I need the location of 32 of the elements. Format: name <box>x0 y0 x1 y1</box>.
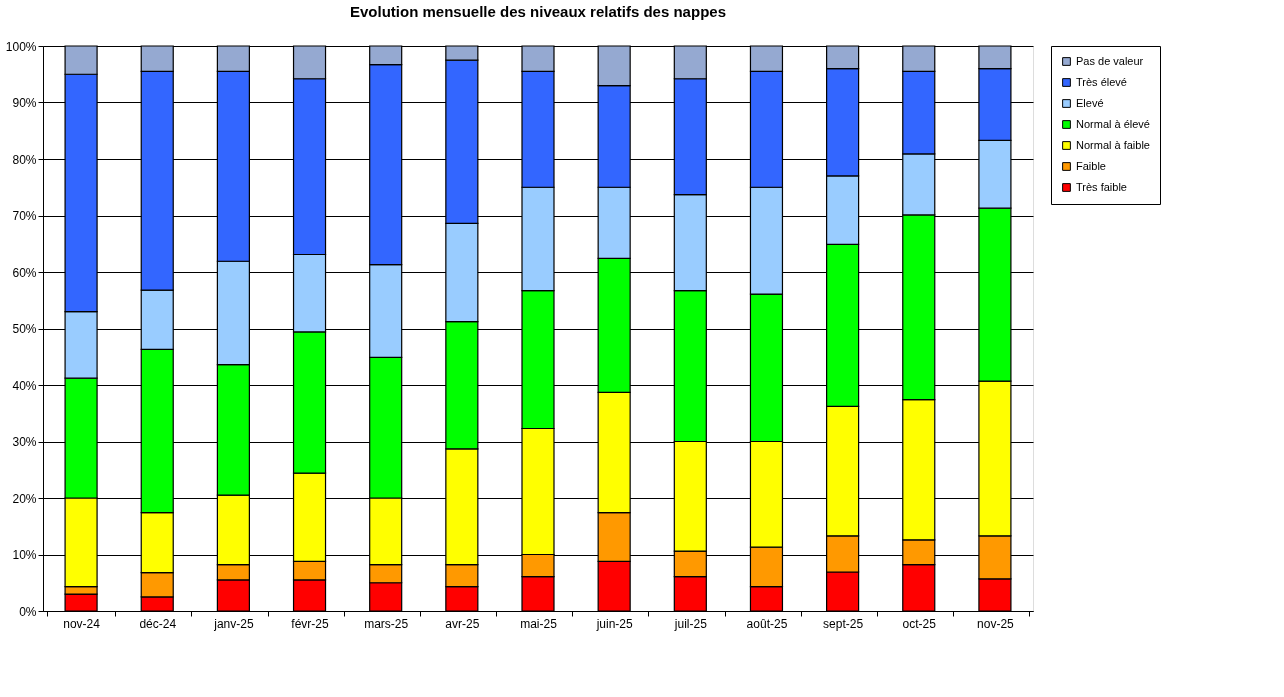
legend-label: Normal à faible <box>1076 138 1150 151</box>
legend-label: Elevé <box>1076 96 1104 109</box>
y-tick-label: 30% <box>12 435 37 449</box>
x-tick-label: mai-25 <box>520 616 558 631</box>
legend-label: Très faible <box>1076 180 1127 193</box>
x-tick-label: févr-25 <box>291 616 330 631</box>
x-tick-label: oct-25 <box>902 616 937 631</box>
x-tick-label: nov-25 <box>977 616 1015 631</box>
legend-label: Normal à élevé <box>1076 117 1150 130</box>
y-tick-label: 0% <box>19 604 37 619</box>
y-tick-label: 60% <box>12 265 37 280</box>
y-tick-label: 40% <box>12 378 37 393</box>
x-tick-label: avr-25 <box>445 616 480 631</box>
x-tick-label: nov-24 <box>63 616 101 631</box>
x-tick-label: juin-25 <box>595 616 633 631</box>
x-tick-label: sept-25 <box>823 616 864 631</box>
chart-title: Evolution mensuelle des niveaux relatifs des nappes <box>350 3 726 20</box>
y-tick-label: 10% <box>12 548 37 562</box>
legend-label: Très élevé <box>1076 75 1127 88</box>
x-tick-label: mars-25 <box>364 616 409 631</box>
legend-label: Pas de valeur <box>1076 54 1144 67</box>
x-tick-label: déc-24 <box>139 616 177 631</box>
x-tick-label: janv-25 <box>213 616 254 631</box>
y-tick-label: 70% <box>12 209 37 223</box>
y-tick-label: 50% <box>12 322 37 336</box>
y-tick-label: 100% <box>5 39 37 54</box>
y-tick-label: 80% <box>12 152 37 167</box>
legend-label: Faible <box>1076 159 1106 172</box>
y-tick-label: 20% <box>12 491 37 506</box>
x-tick-label: août-25 <box>746 616 788 631</box>
y-tick-label: 90% <box>12 96 37 110</box>
x-tick-label: juil-25 <box>673 616 708 631</box>
